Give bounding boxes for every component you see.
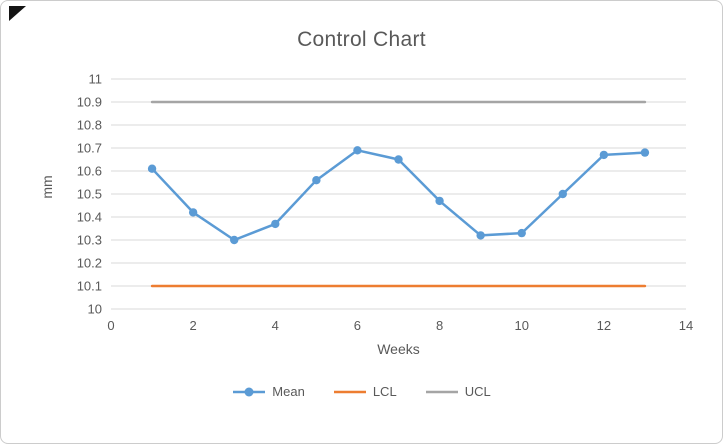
data-point-marker	[435, 196, 444, 206]
y-axis-label: mm	[39, 175, 55, 199]
corner-mark	[9, 6, 26, 21]
y-tick-label: 10.3	[77, 233, 102, 248]
data-point-marker	[558, 189, 567, 199]
y-tick-label: 10.4	[77, 210, 102, 225]
y-tick-label: 11	[89, 72, 103, 87]
data-point-marker	[147, 164, 157, 173]
data-point-marker	[517, 228, 526, 238]
data-point-marker	[188, 208, 198, 217]
legend-item-lcl[interactable]: LCL	[333, 384, 397, 399]
lcl-line-swatch	[333, 390, 366, 393]
data-point-marker	[640, 148, 650, 157]
legend-item-ucl[interactable]: UCL	[425, 384, 491, 399]
x-tick-label: 10	[514, 318, 528, 333]
x-axis-label: Weeks	[377, 341, 420, 357]
y-tick-label: 10.8	[77, 118, 102, 133]
data-point-marker	[230, 235, 239, 245]
ucl-line-swatch	[425, 390, 458, 393]
y-tick-label: 10.2	[77, 256, 102, 271]
legend-item-mean[interactable]: Mean	[232, 384, 305, 399]
legend-label-ucl: UCL	[464, 384, 491, 399]
x-tick-label: 4	[272, 318, 279, 333]
x-tick-label: 12	[597, 318, 611, 333]
y-tick-label: 10.1	[77, 279, 102, 294]
data-point-marker	[476, 231, 485, 240]
data-point-marker	[271, 219, 280, 229]
x-tick-label: 8	[436, 318, 443, 333]
y-tick-label: 10.6	[77, 164, 102, 179]
x-tick-label: 6	[354, 318, 361, 333]
x-tick-label: 2	[190, 318, 197, 333]
y-tick-label: 10.7	[77, 141, 102, 156]
y-tick-label: 10	[88, 302, 102, 317]
chart-title: Control Chart	[297, 28, 426, 51]
data-point-marker	[394, 155, 403, 164]
data-point-marker	[312, 176, 321, 185]
data-point-marker	[353, 146, 362, 155]
legend-label-mean: Mean	[272, 384, 305, 399]
legend: Mean LCL UCL	[1, 384, 722, 399]
data-point-marker	[599, 150, 609, 160]
y-tick-label: 10.9	[77, 95, 102, 110]
y-tick-label: 10.5	[77, 187, 102, 202]
mean-line-swatch	[233, 387, 266, 396]
series-line-mean	[150, 149, 647, 242]
legend-label-lcl: LCL	[372, 384, 397, 399]
plot-area: 10 10.1 10.2 10.3 10.4 10.5 10.6 10.7 10.8 10.9 11…	[77, 72, 694, 334]
x-tick-label: 14	[679, 318, 693, 333]
x-tick-label: 0	[107, 318, 114, 333]
